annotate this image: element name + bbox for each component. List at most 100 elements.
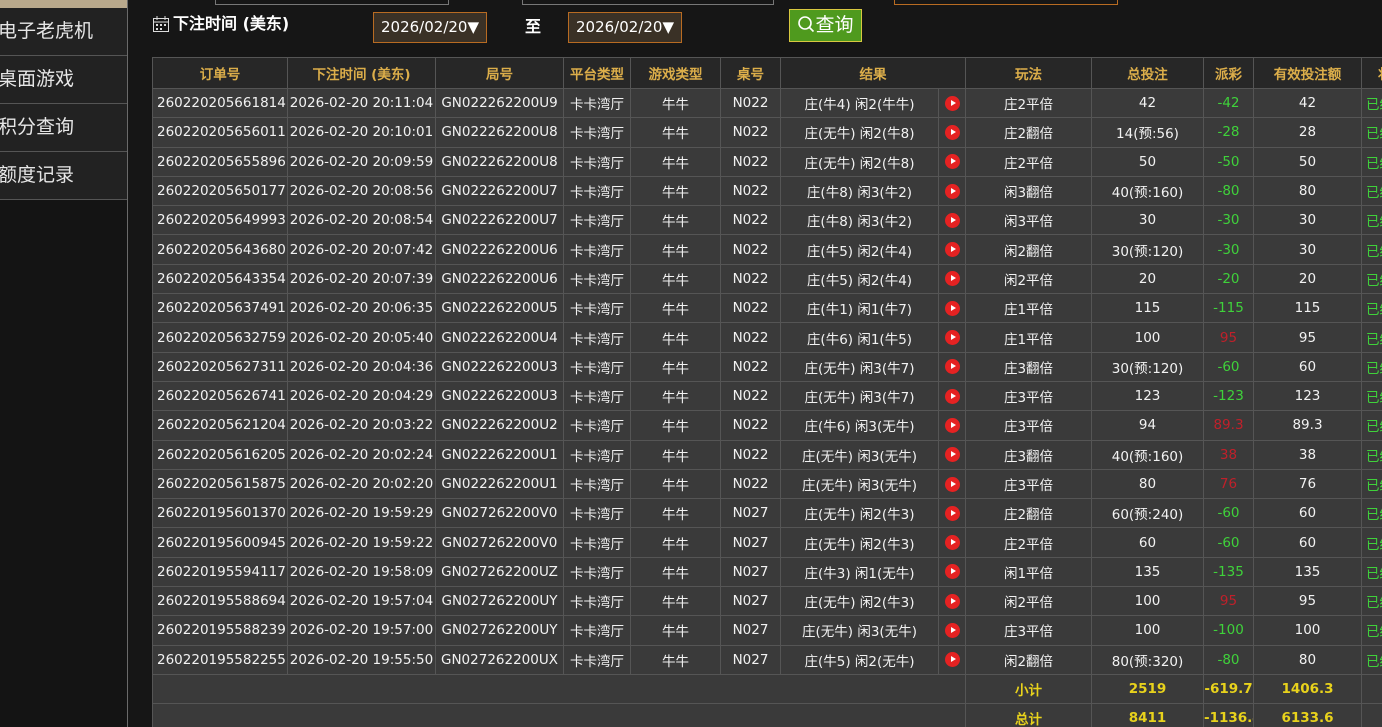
table-cell: 牛牛 [630, 117, 721, 148]
table-cell: 60 [1253, 527, 1362, 558]
table-cell: N022 [720, 87, 781, 119]
sidebar-item[interactable]: 额度记录 [0, 152, 127, 200]
table-cell: N027 [720, 644, 781, 675]
replay-cell [938, 146, 966, 177]
table-cell: 庄2翻倍 [965, 498, 1092, 529]
table-cell: GN022262200U6 [435, 234, 564, 265]
table-cell: 76 [1203, 468, 1254, 500]
replay-icon[interactable] [944, 388, 960, 404]
table-cell: 已结算 [1361, 498, 1382, 529]
table-cell: 已结算 [1361, 527, 1382, 558]
table-cell: 2026-02-20 20:04:36 [287, 351, 436, 382]
replay-icon[interactable] [944, 183, 960, 199]
table-cell: 牛牛 [630, 410, 721, 441]
table-cell: -100 [1203, 615, 1254, 646]
table-cell: 42 [1091, 87, 1204, 119]
replay-icon[interactable] [944, 505, 960, 521]
table-cell: 40(预:160) [1091, 439, 1204, 470]
table-cell: 80 [1253, 644, 1362, 675]
filter-label: 下注时间 (美东) [173, 14, 290, 33]
table-cell: 2026-02-20 20:10:01 [287, 117, 436, 148]
table-cell: 60 [1253, 351, 1362, 382]
query-button[interactable]: 查询 [789, 9, 862, 42]
table-cell: 95 [1203, 586, 1254, 617]
replay-icon[interactable] [944, 476, 960, 492]
table-cell: -50 [1203, 146, 1254, 177]
replay-icon[interactable] [944, 154, 960, 170]
table-cell: -115 [1203, 293, 1254, 324]
replay-icon[interactable] [944, 271, 960, 287]
table-cell: 卡卡湾厅 [563, 644, 631, 675]
sidebar-item[interactable]: 桌面游戏 [0, 56, 127, 104]
table-cell: 2026-02-20 20:02:24 [287, 439, 436, 470]
table-cell: 30(预:120) [1091, 234, 1204, 265]
table-cell: 115 [1091, 293, 1204, 324]
table-cell: 60 [1253, 498, 1362, 529]
table-cell: GN022262200U2 [435, 410, 564, 441]
table-row: 260220205656011 2026-02-20 20:10:01 GN0222… [152, 117, 1382, 148]
replay-icon[interactable] [944, 593, 960, 609]
table-cell: N022 [720, 117, 781, 148]
summary-blank [1361, 703, 1382, 727]
date-to[interactable]: 2026/02/20▼ [568, 12, 682, 43]
table-cell: 80 [1091, 468, 1204, 500]
replay-icon[interactable] [944, 564, 960, 580]
summary-total-bet: 8411 [1091, 703, 1204, 727]
replay-icon[interactable] [944, 124, 960, 140]
table-cell: 80(预:320) [1091, 644, 1204, 675]
table-cell: N027 [720, 615, 781, 646]
replay-icon[interactable] [944, 300, 960, 316]
table-cell: 牛牛 [630, 586, 721, 617]
table-cell: 牛牛 [630, 498, 721, 529]
table-cell: 卡卡湾厅 [563, 498, 631, 529]
table-cell: 50 [1253, 146, 1362, 177]
table-cell: 牛牛 [630, 175, 721, 207]
table-cell: 2026-02-20 19:55:50 [287, 644, 436, 675]
table-cell: 38 [1203, 439, 1254, 470]
header-cell: 下注时间 (美东) [287, 57, 436, 89]
replay-icon[interactable] [944, 242, 960, 258]
replay-icon[interactable] [944, 417, 960, 433]
table-cell: GN022262200U8 [435, 117, 564, 148]
table-row: 260220195601370 2026-02-20 19:59:29 GN0272… [152, 498, 1382, 529]
table-cell: 牛牛 [630, 87, 721, 119]
replay-icon[interactable] [944, 447, 960, 463]
replay-icon[interactable] [944, 330, 960, 346]
table-cell: 260220195588694 [152, 586, 288, 617]
table-cell: GN027262200V0 [435, 498, 564, 529]
table-cell: GN022262200U8 [435, 146, 564, 177]
table-cell: 135 [1253, 556, 1362, 588]
replay-icon[interactable] [944, 535, 960, 551]
table-cell: 2026-02-20 19:58:09 [287, 556, 436, 588]
replay-icon[interactable] [944, 359, 960, 375]
table-cell: 2026-02-20 20:08:54 [287, 205, 436, 236]
replay-icon[interactable] [944, 95, 960, 111]
replay-icon[interactable] [944, 652, 960, 668]
table-cell: 卡卡湾厅 [563, 615, 631, 646]
table-cell: 89.3 [1203, 410, 1254, 441]
sidebar-item[interactable]: 积分查询 [0, 104, 127, 152]
table-cell: N022 [720, 351, 781, 382]
table-cell: 牛牛 [630, 146, 721, 177]
replay-icon[interactable] [944, 622, 960, 638]
table-cell: 123 [1253, 380, 1362, 412]
table-cell: GN022262200U1 [435, 439, 564, 470]
table-cell: N027 [720, 556, 781, 588]
date-from[interactable]: 2026/02/20▼ [373, 12, 487, 43]
replay-icon[interactable] [944, 212, 960, 228]
table-cell: 牛牛 [630, 468, 721, 500]
table-cell: 40(预:160) [1091, 175, 1204, 207]
table-cell: -80 [1203, 644, 1254, 675]
table-cell: 庄(无牛) 闲3(牛7) [780, 351, 939, 382]
sidebar-item[interactable]: 电子老虎机 [0, 8, 127, 56]
table-cell: GN022262200U4 [435, 322, 564, 353]
table-cell: GN022262200U7 [435, 205, 564, 236]
replay-cell [938, 322, 966, 353]
table-cell: 30 [1091, 205, 1204, 236]
table-cell: 庄3翻倍 [965, 351, 1092, 382]
header-cell: 总投注 [1091, 57, 1204, 89]
table-cell: 260220205661814 [152, 87, 288, 119]
table-cell: 260220205643680 [152, 234, 288, 265]
table-cell: 60 [1091, 527, 1204, 558]
table-cell: 14(预:56) [1091, 117, 1204, 148]
